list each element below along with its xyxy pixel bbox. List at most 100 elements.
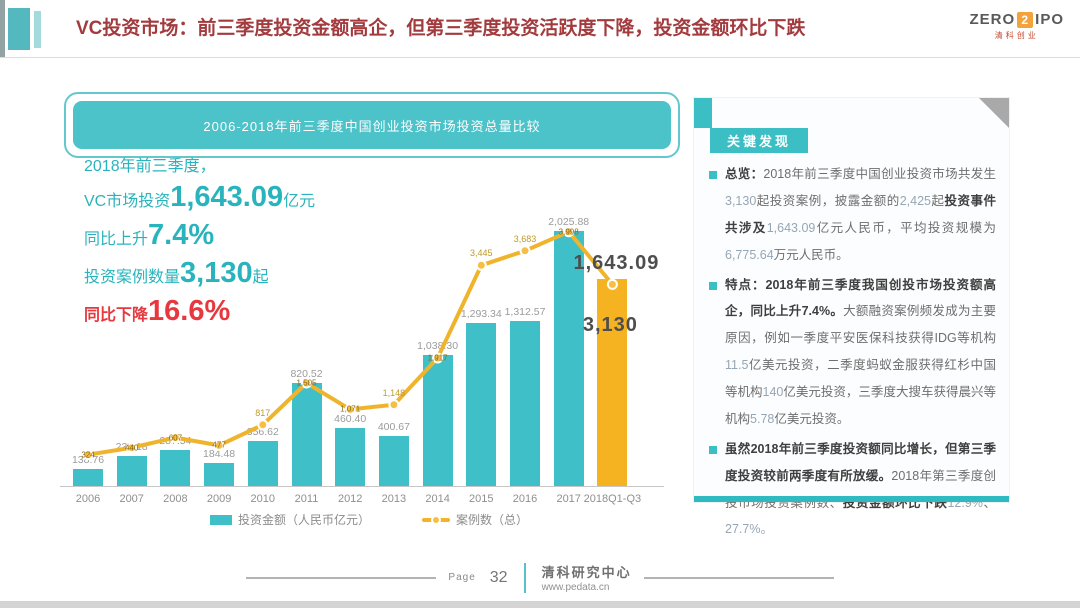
- logo-two-icon: 2: [1017, 11, 1034, 28]
- footer-org-block: 清科研究中心 www.pedata.cn: [542, 562, 632, 593]
- finding-text: 虽然2018年前三季度投资额同比增长，但第三季度投资较前两季度有所放缓。2018…: [725, 441, 996, 537]
- x-axis-label: 2015: [469, 493, 494, 505]
- legend-cases-label: 案例数（总）: [456, 513, 529, 527]
- x-axis-label: 2006: [75, 493, 101, 505]
- cases-value-label: 1,917: [427, 353, 448, 363]
- footer-org: 清科研究中心: [541, 565, 632, 580]
- cases-value-label: 1,148: [382, 387, 406, 398]
- bar-2016: [510, 320, 540, 486]
- finding-text: 总览：2018年前三季度中国创业投资市场共发生3,130起投资案例，披露金额的2…: [725, 167, 996, 262]
- logo-subtitle: 清科创业: [994, 31, 1039, 40]
- bar-value-label: 820.52: [290, 367, 323, 380]
- footer-page-number: 32: [489, 568, 508, 586]
- x-axis-label: 2018Q1-Q3: [583, 493, 642, 505]
- cases-value-label: 1,505: [296, 378, 317, 388]
- bar-swatch-icon: [209, 514, 232, 525]
- stat-text: 同比上升: [84, 231, 149, 248]
- footer-line-right: [643, 576, 834, 579]
- bar-2009: [204, 462, 235, 486]
- teal-accent-block: [8, 8, 30, 50]
- x-axis-label: 2013: [381, 493, 407, 505]
- finding-item: 虽然2018年前三季度投资额同比增长，但第三季度投资较前两季度有所放缓。2018…: [709, 436, 996, 544]
- bar-2010: [247, 441, 278, 486]
- bottom-gray-band: [0, 601, 1080, 608]
- cases-value-label: 3,998: [558, 227, 579, 237]
- bar-value-label: 400.67: [377, 420, 410, 433]
- cases-value-label: 1,071: [340, 404, 361, 414]
- footer-line-left: [246, 576, 437, 579]
- x-axis-line: [60, 486, 664, 487]
- bar-value-label: 460.40: [334, 413, 367, 426]
- bar-2007: [116, 456, 147, 486]
- logo-ipo: IPO: [1035, 11, 1064, 28]
- bar-value-label: 1,312.57: [504, 305, 546, 318]
- x-axis-label: 2017: [556, 493, 581, 505]
- bar-2011: [291, 382, 322, 486]
- chart-title: 2006-2018年前三季度中国创业投资市场投资总量比较: [73, 101, 671, 149]
- chart-title-banner: 2006-2018年前三季度中国创业投资市场投资总量比较: [64, 92, 680, 158]
- cases-value-label: 477: [212, 440, 226, 450]
- bullet-square-icon: [709, 445, 717, 454]
- bar-2018Q1-Q3: [597, 279, 628, 486]
- finding-item: 总览：2018年前三季度中国创业投资市场共发生3,130起投资案例，披露金额的2…: [709, 161, 996, 269]
- stat-unit: 亿元: [283, 193, 316, 210]
- footer: Page 32 清科研究中心 www.pedata.cn: [0, 562, 1080, 593]
- panel-bottom-bar: [694, 496, 1009, 502]
- header-bar: VC投资市场：前三季度投资金额高企，但第三季度投资活跃度下降，投资金额环比下跌 …: [0, 0, 1080, 58]
- finding-text: 特点：2018年前三季度我国创投市场投资额高企，同比上升7.4%。大额融资案例频…: [725, 277, 996, 426]
- stat-line: 同比下降 16.6%: [84, 295, 414, 328]
- highlight-amount-label: 1,643.09: [573, 252, 660, 275]
- page-title: VC投资市场：前三季度投资金额高企，但第三季度投资活跃度下降，投资金额环比下跌: [76, 18, 806, 39]
- bullet-square-icon: [709, 171, 717, 179]
- bar-2017: [553, 231, 584, 486]
- bar-2008: [160, 449, 191, 486]
- bar-value-label: 1,293.34: [460, 308, 502, 321]
- stat-text: VC市场投资: [84, 193, 171, 210]
- bullet-square-icon: [709, 281, 717, 290]
- stat-unit: 起: [252, 269, 269, 286]
- stat-line: 同比上升 7.4%: [84, 219, 414, 252]
- stat-line: 2018年前三季度，: [84, 152, 414, 176]
- footer-site: www.pedata.cn: [541, 582, 610, 593]
- cases-value-label: 607: [168, 433, 183, 443]
- stat-text: 同比下降: [84, 307, 149, 324]
- legend-item-cases: 案例数（总）: [422, 511, 528, 528]
- footer-page-label: Page: [448, 572, 476, 583]
- x-axis-label: 2008: [163, 493, 188, 505]
- bar-value-label: 1,038.30: [417, 340, 459, 353]
- stat-line: VC市场投资 1,643.09 亿元: [84, 181, 414, 214]
- cases-line-series: [82, 226, 618, 461]
- legend-amount-label: 投资金额（人民币亿元）: [237, 513, 370, 527]
- bar-2012: [335, 428, 366, 486]
- key-findings-panel: 关键发现 总览：2018年前三季度中国创业投资市场共发生3,130起投资案例，披…: [693, 97, 1010, 536]
- findings-list: 总览：2018年前三季度中国创业投资市场共发生3,130起投资案例，披露金额的2…: [709, 161, 996, 546]
- bar-2015: [466, 323, 497, 486]
- stat-line: 投资案例数量 3,130 起: [84, 257, 414, 290]
- x-axis-label: 2016: [512, 493, 538, 505]
- zero2ipo-logo: ZERO 2 IPO 清科创业: [969, 11, 1064, 41]
- bar-2014: [422, 355, 453, 486]
- x-axis-label: 2009: [206, 493, 232, 505]
- panel-teal-tab: [694, 98, 712, 128]
- bar-value-label: 184.48: [203, 447, 236, 460]
- stat-value: 16.6%: [148, 295, 231, 327]
- bar-value-label: 2,025.88: [548, 216, 590, 228]
- finding-item: 特点：2018年前三季度我国创投市场投资额高企，同比上升7.4%。大额融资案例频…: [709, 272, 996, 433]
- bar-2013: [378, 435, 409, 486]
- stat-text: 投资案例数量: [84, 269, 181, 286]
- chart-legend: 投资金额（人民币亿元） 案例数（总）: [62, 511, 676, 528]
- teal-accent-stripe: [34, 11, 41, 48]
- cases-value-label: 324: [81, 450, 95, 460]
- stat-value: 1,643.09: [170, 181, 284, 213]
- key-findings-badge: 关键发现: [710, 128, 809, 153]
- x-axis-label: 2014: [425, 493, 450, 505]
- x-axis-label: 2012: [337, 493, 363, 505]
- stats-block: 2018年前三季度， VC市场投资 1,643.09 亿元 同比上升 7.4% 投资案例数量…: [84, 152, 414, 333]
- cases-value-label: 3,683: [513, 233, 537, 244]
- highlight-cases-label: 3,130: [582, 314, 638, 337]
- x-axis-label: 2007: [119, 493, 144, 505]
- cases-value-label: 817: [255, 407, 271, 418]
- x-axis-label: 2010: [250, 493, 276, 505]
- legend-item-amount: 投资金额（人民币亿元）: [209, 511, 370, 528]
